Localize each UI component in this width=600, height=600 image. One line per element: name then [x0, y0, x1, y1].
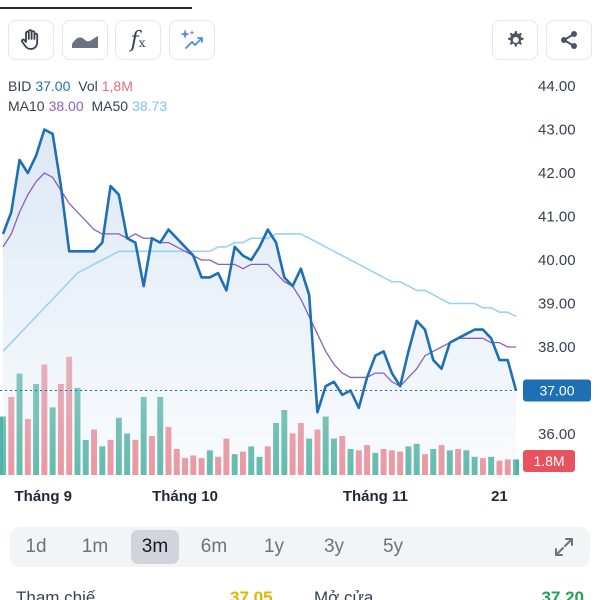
gear-icon [508, 31, 524, 47]
range-selector: 1d 1m 3m 6m 1y 3y 5y [10, 527, 590, 567]
hand-icon [21, 29, 39, 50]
x-tick-label: Tháng 9 [15, 488, 73, 505]
volume-value: 1,8M [101, 78, 133, 94]
y-tick-label: 44.00 [538, 78, 576, 95]
share-icon [561, 31, 577, 49]
y-tick-label: 39.00 [538, 296, 576, 313]
reference-price-label: Tham chiế [16, 588, 96, 600]
expand-icon[interactable] [552, 535, 576, 559]
price-value: 37.00 [35, 78, 71, 94]
price-legend: BID 37.00 Vol 1,8M [8, 77, 137, 95]
x-tick-label: Tháng 11 [343, 488, 408, 505]
ma50-label: MA50 [91, 98, 129, 114]
y-tick-label: 43.00 [538, 122, 576, 139]
price-badge [523, 379, 591, 402]
ai-analysis-button[interactable] [169, 20, 215, 60]
volume-badge-label: 1.8M [533, 453, 564, 469]
y-tick-label: 41.00 [538, 209, 576, 226]
chart-toolbar: fx [8, 20, 592, 60]
ma50-value: 38.73 [132, 98, 168, 114]
ma10-label: MA10 [8, 98, 45, 114]
ticker-label: BID [8, 78, 32, 94]
drawing-tool-button[interactable] [8, 20, 54, 60]
range-3y-button[interactable]: 3y [323, 536, 345, 557]
range-5y-button[interactable]: 5y [382, 536, 404, 557]
function-icon: fx [130, 27, 146, 53]
y-tick-label: 38.00 [538, 339, 576, 356]
open-price-label: Mở cửa [314, 588, 374, 600]
price-chart[interactable]: 44.00 43.00 42.00 41.00 40.00 39.00 38.00 37.00… [0, 70, 600, 515]
ma10-value: 38.00 [48, 98, 84, 114]
range-1d-button[interactable]: 1d [25, 536, 47, 557]
y-tick-label: 42.00 [538, 165, 576, 182]
area-chart-icon [72, 36, 98, 48]
volume-badge [523, 450, 575, 472]
active-tab-indicator [0, 7, 192, 9]
sparkle-icon [180, 29, 203, 49]
settings-button[interactable] [492, 20, 538, 60]
price-badge-label: 37.00 [539, 383, 574, 399]
range-6m-button[interactable]: 6m [200, 536, 228, 557]
open-price-value: 37.20 [541, 588, 584, 600]
chart-type-button[interactable] [62, 20, 108, 60]
volume-label: Vol [78, 78, 98, 94]
range-3m-button[interactable]: 3m [131, 530, 179, 564]
y-tick-label: 40.00 [538, 252, 576, 269]
ma50-line [2, 233, 517, 352]
price-area [3, 129, 516, 475]
price-line [1, 128, 518, 414]
x-tick-label: Tháng 10 [152, 488, 218, 505]
y-tick-label: 36.00 [538, 426, 576, 443]
share-button[interactable] [546, 20, 592, 60]
x-tick-label: 21 [491, 488, 508, 505]
indicators-button[interactable]: fx [115, 20, 161, 60]
reference-price-value: 37.05 [230, 588, 273, 600]
quote-summary-row: Tham chiế 37.05 Mở cửa 37.20 [16, 588, 584, 600]
range-1y-button[interactable]: 1y [263, 536, 285, 557]
ma-legend: MA10 38.00 MA50 38.73 [8, 97, 171, 115]
range-1m-button[interactable]: 1m [81, 536, 109, 557]
